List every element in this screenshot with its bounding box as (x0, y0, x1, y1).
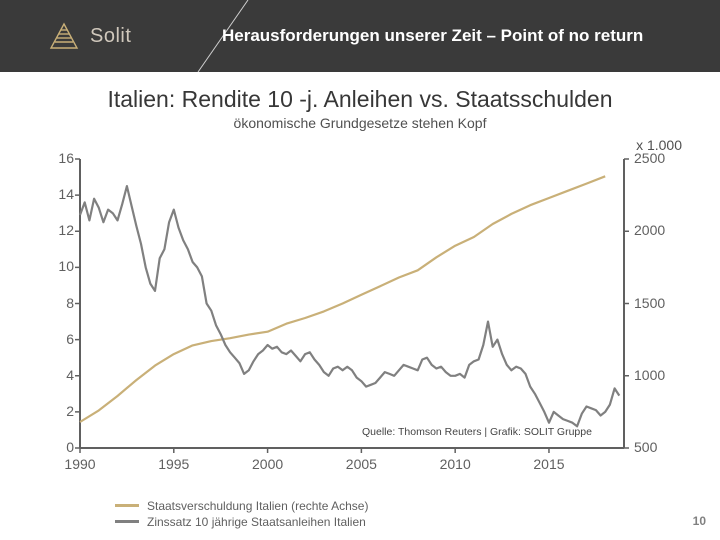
y-left-tick-label: 2 (46, 403, 74, 419)
y-right-tick-label: 1000 (634, 367, 665, 383)
legend-item-debt: Staatsverschuldung Italien (rechte Achse… (115, 498, 368, 514)
y-left-tick-label: 12 (46, 222, 74, 238)
legend-swatch-yield (115, 520, 139, 523)
legend-swatch-debt (115, 504, 139, 507)
y-right-tick-label: 500 (634, 439, 657, 455)
header-bar: Solit Herausforderungen unserer Zeit – P… (0, 0, 720, 72)
y-right-tick-label: 2500 (634, 150, 665, 166)
chart-area: x 1.000 Quelle: Thomson Reuters | Grafik… (40, 141, 680, 486)
y-left-tick-label: 14 (46, 186, 74, 202)
y-left-tick-label: 0 (46, 439, 74, 455)
page-number: 10 (693, 514, 706, 528)
legend-label-debt: Staatsverschuldung Italien (rechte Achse… (147, 498, 368, 514)
y-left-tick-label: 16 (46, 150, 74, 166)
y-left-tick-label: 8 (46, 295, 74, 311)
y-left-tick-label: 10 (46, 258, 74, 274)
y-right-tick-label: 2000 (634, 222, 665, 238)
chart-legend: Staatsverschuldung Italien (rechte Achse… (115, 498, 368, 530)
legend-label-yield: Zinssatz 10 jährige Staatsanleihen Itali… (147, 514, 366, 530)
chart-title: Italien: Rendite 10 -j. Anleihen vs. Sta… (0, 86, 720, 113)
x-tick-label: 1990 (64, 456, 95, 472)
x-tick-label: 2010 (440, 456, 471, 472)
x-tick-label: 1995 (158, 456, 189, 472)
y-left-tick-label: 6 (46, 331, 74, 347)
slide-title: Herausforderungen unserer Zeit – Point o… (222, 0, 643, 72)
legend-item-yield: Zinssatz 10 jährige Staatsanleihen Itali… (115, 514, 368, 530)
y-left-tick-label: 4 (46, 367, 74, 383)
x-tick-label: 2005 (346, 456, 377, 472)
y-right-tick-label: 1500 (634, 295, 665, 311)
x-tick-label: 2000 (252, 456, 283, 472)
chart-source: Quelle: Thomson Reuters | Grafik: SOLIT … (362, 426, 592, 438)
x-tick-label: 2015 (533, 456, 564, 472)
pyramid-icon (48, 21, 80, 51)
brand-logo: Solit (48, 21, 131, 51)
brand-text: Solit (90, 25, 131, 48)
chart-subtitle: ökonomische Grundgesetze stehen Kopf (0, 115, 720, 131)
